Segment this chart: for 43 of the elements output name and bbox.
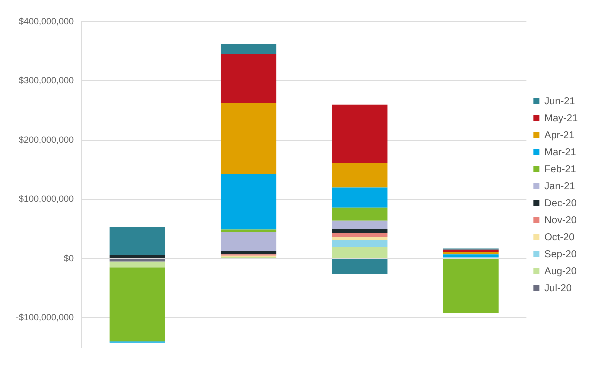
y-tick-label: $0: [64, 253, 74, 264]
legend-label: Feb-21: [544, 164, 577, 176]
bar: [332, 233, 388, 238]
bar: [110, 259, 166, 262]
bar: [443, 259, 499, 314]
bar: [443, 254, 499, 258]
legend-label: Jan-21: [544, 181, 576, 192]
bar: [332, 246, 388, 258]
bar: [332, 104, 388, 164]
y-tick-label: $300,000,000: [18, 76, 74, 86]
y-tick-label: -$100,000,000: [16, 312, 74, 322]
bar: [220, 232, 277, 252]
bar: [443, 250, 499, 252]
legend-label: Nov-20: [544, 215, 578, 226]
bar: [220, 54, 277, 104]
y-tick-label: $100,000,000: [18, 194, 74, 204]
y-tick-label: $200,000,000: [18, 134, 74, 145]
bar: [332, 163, 388, 188]
bar: [110, 268, 166, 342]
bar: [332, 208, 388, 221]
bar: [110, 227, 166, 256]
legend-label: Sep-20: [544, 249, 578, 260]
bar: [220, 174, 277, 230]
legend-label: Dec-20: [544, 198, 578, 210]
bar: [332, 220, 388, 230]
legend-label: Aug-20: [544, 266, 578, 278]
legend-label: Jul-20: [544, 283, 572, 294]
legend-label: Mar-21: [544, 147, 577, 158]
bar: [220, 103, 277, 174]
bar: [332, 229, 388, 234]
legend-label: May-21: [544, 113, 578, 124]
bar: [110, 262, 166, 268]
bar: [110, 255, 166, 258]
legend-label: Apr-21: [544, 130, 576, 142]
bar: [332, 240, 388, 247]
bar: [332, 259, 388, 274]
legend-label: Jun-21: [544, 96, 576, 108]
legend-label: Oct-20: [544, 232, 576, 244]
y-tick-label: $400,000,000: [18, 16, 74, 26]
bar: [332, 237, 388, 240]
bar: [220, 251, 277, 255]
bar: [332, 188, 388, 208]
bar: [220, 44, 277, 55]
